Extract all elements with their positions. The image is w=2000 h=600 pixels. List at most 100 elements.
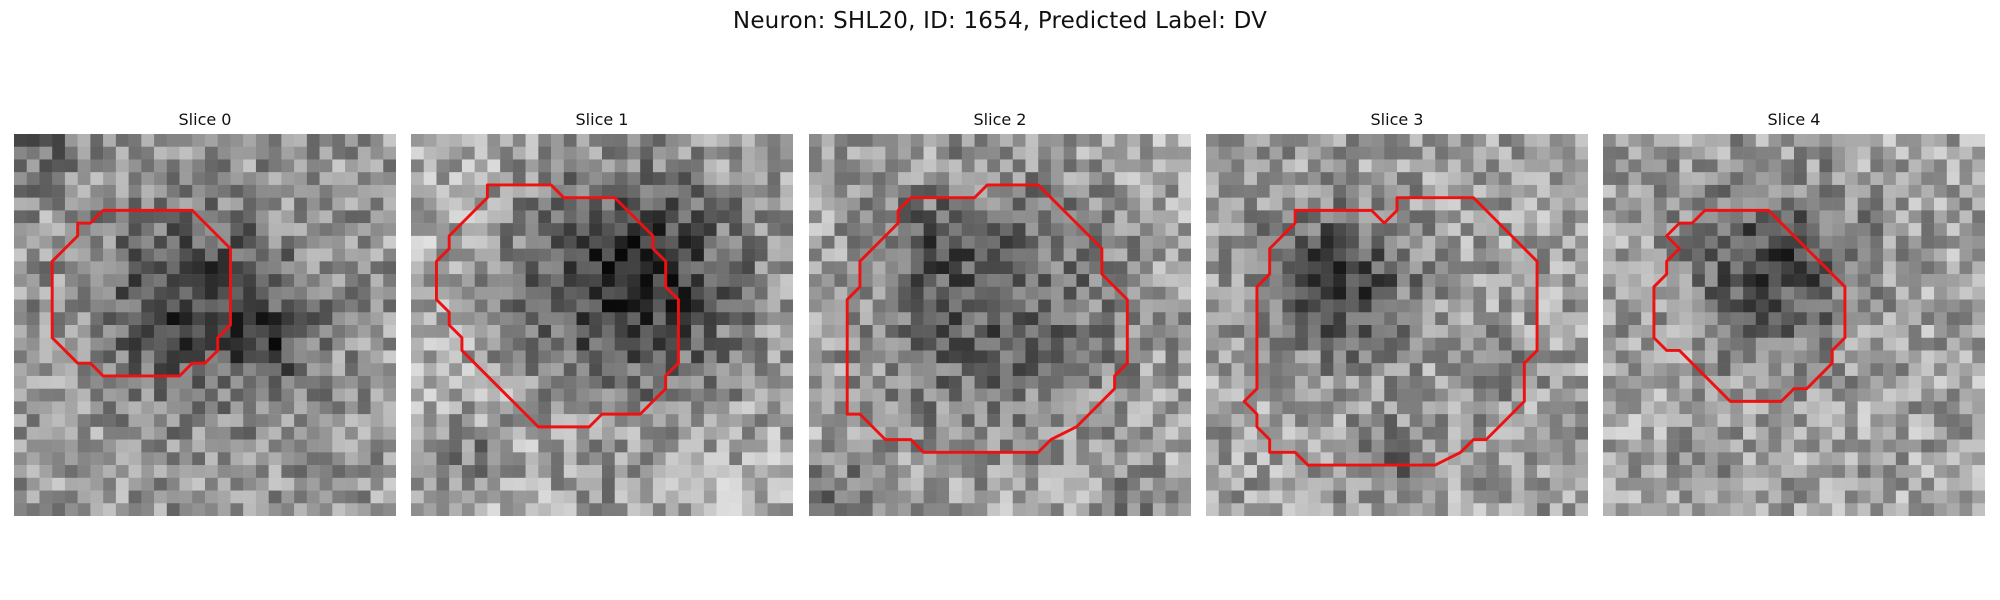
pixel bbox=[436, 414, 450, 428]
pixel bbox=[1704, 274, 1718, 288]
pixel bbox=[1819, 337, 1833, 351]
pixel bbox=[1870, 197, 1884, 211]
pixel bbox=[230, 312, 244, 326]
pixel bbox=[487, 503, 501, 516]
pixel bbox=[742, 210, 756, 224]
pixel bbox=[14, 337, 27, 351]
pixel bbox=[834, 401, 848, 415]
pixel bbox=[1397, 363, 1410, 377]
pixel bbox=[627, 477, 641, 491]
pixel bbox=[306, 172, 320, 186]
pixel bbox=[1397, 197, 1410, 211]
pixel bbox=[1384, 299, 1398, 313]
pixel bbox=[500, 146, 514, 160]
pixel bbox=[1537, 452, 1551, 466]
pixel bbox=[103, 363, 117, 377]
pixel bbox=[936, 426, 950, 440]
pixel bbox=[754, 325, 768, 338]
pixel bbox=[1295, 490, 1309, 504]
pixel bbox=[1206, 439, 1219, 453]
pixel bbox=[1575, 350, 1588, 364]
pixel bbox=[1730, 325, 1744, 338]
pixel bbox=[1959, 210, 1973, 224]
pixel bbox=[1628, 299, 1642, 313]
pixel bbox=[1178, 184, 1191, 198]
pixel bbox=[1473, 299, 1487, 313]
pixel bbox=[345, 490, 359, 504]
pixel bbox=[461, 375, 475, 389]
pixel bbox=[703, 146, 717, 160]
pixel bbox=[780, 337, 793, 351]
pixel bbox=[1473, 325, 1487, 338]
pixel bbox=[961, 235, 975, 249]
pixel bbox=[268, 503, 282, 516]
pixel bbox=[474, 375, 488, 389]
pixel bbox=[449, 350, 463, 364]
pixel bbox=[1743, 223, 1757, 237]
pixel bbox=[821, 197, 835, 211]
pixel bbox=[14, 248, 27, 262]
pixel bbox=[1908, 375, 1922, 389]
pixel bbox=[1895, 159, 1909, 173]
pixel bbox=[1946, 299, 1960, 313]
pixel bbox=[14, 274, 27, 288]
pixel bbox=[1152, 210, 1166, 224]
pixel bbox=[411, 184, 424, 198]
pixel bbox=[949, 197, 963, 211]
pixel bbox=[294, 223, 308, 237]
pixel bbox=[847, 274, 861, 288]
pixel bbox=[1743, 325, 1757, 338]
pixel bbox=[1000, 350, 1013, 364]
pixel bbox=[461, 337, 475, 351]
pixel bbox=[90, 414, 104, 428]
pixel bbox=[923, 172, 937, 186]
pixel bbox=[1972, 223, 1985, 237]
pixel bbox=[1641, 146, 1655, 160]
pixel bbox=[411, 477, 424, 491]
pixel bbox=[487, 401, 501, 415]
pixel bbox=[1206, 172, 1219, 186]
pixel bbox=[1012, 248, 1026, 262]
pixel bbox=[1679, 146, 1693, 160]
pixel bbox=[1114, 337, 1128, 351]
pixel bbox=[39, 414, 53, 428]
pixel bbox=[1397, 439, 1410, 453]
pixel bbox=[230, 261, 244, 275]
pixel bbox=[1549, 426, 1563, 440]
pixel bbox=[383, 235, 396, 249]
pixel bbox=[1781, 414, 1795, 428]
pixel bbox=[90, 465, 104, 479]
pixel bbox=[1781, 490, 1795, 504]
pixel bbox=[1244, 286, 1258, 300]
pixel bbox=[1152, 439, 1166, 453]
pixel bbox=[461, 426, 475, 440]
pixel bbox=[1946, 414, 1960, 428]
pixel bbox=[154, 172, 168, 186]
pixel bbox=[1972, 286, 1985, 300]
pixel bbox=[1076, 337, 1090, 351]
pixel bbox=[754, 197, 768, 211]
pixel bbox=[1794, 299, 1807, 313]
pixel bbox=[1447, 299, 1461, 313]
pixel bbox=[1641, 223, 1655, 237]
pixel bbox=[614, 477, 628, 491]
pixel bbox=[357, 312, 371, 326]
pixel bbox=[859, 439, 873, 453]
pixel bbox=[1524, 439, 1538, 453]
pixel bbox=[1575, 172, 1588, 186]
pixel bbox=[1358, 261, 1372, 275]
pixel bbox=[14, 223, 27, 237]
pixel bbox=[1946, 452, 1960, 466]
pixel bbox=[538, 146, 552, 160]
pixel bbox=[319, 172, 333, 186]
pixel bbox=[1050, 503, 1064, 516]
pixel bbox=[1025, 197, 1039, 211]
pixel bbox=[678, 363, 692, 377]
pixel bbox=[1231, 337, 1245, 351]
pixel bbox=[1397, 261, 1410, 275]
pixel bbox=[255, 414, 269, 428]
pixel bbox=[1486, 299, 1500, 313]
pixel bbox=[1895, 223, 1909, 237]
pixel bbox=[179, 325, 193, 338]
pixel bbox=[780, 261, 793, 275]
